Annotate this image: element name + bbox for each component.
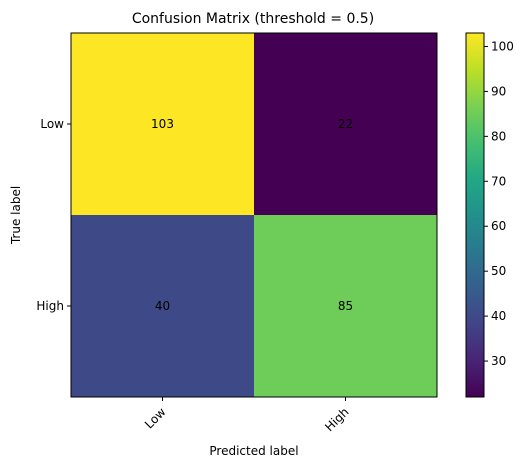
- colorbar-tick-label: 30: [491, 354, 506, 368]
- colorbar-tick-label: 60: [491, 219, 506, 233]
- colorbar-tick-label: 50: [491, 264, 506, 278]
- cell-value-label: 103: [151, 117, 174, 131]
- colorbar-ticks: 30 40 50 60 70 80 90 100: [484, 39, 514, 368]
- heatmap-cell-1-1: [254, 215, 438, 398]
- cell-value-label: 22: [338, 117, 353, 131]
- x-axis-label: Predicted label: [209, 444, 298, 458]
- plot-frame: [70, 32, 438, 398]
- colorbar-tick-label: 80: [491, 129, 506, 143]
- cell-value-label: 85: [338, 299, 353, 313]
- heatmap-cell-labels: 103 22 40 85: [151, 117, 353, 313]
- y-axis-label: True label: [9, 186, 23, 245]
- y-tick-label: Low: [40, 117, 64, 131]
- heatmap-cell-1-0: [71, 215, 255, 398]
- colorbar-frame: [465, 32, 485, 398]
- x-tick-label: Low: [142, 405, 169, 432]
- colorbar-tick-label: 40: [491, 309, 506, 323]
- y-axis-ticks: Low High: [36, 117, 71, 313]
- colorbar: [466, 33, 484, 397]
- colorbar-tick-label: 90: [491, 84, 506, 98]
- colorbar-tick-label: 70: [491, 174, 506, 188]
- cell-value-label: 40: [155, 299, 170, 313]
- colorbar-tick-label: 100: [491, 39, 514, 53]
- chart-title: Confusion Matrix (threshold = 0.5): [132, 11, 374, 27]
- heatmap-cell-0-1: [254, 33, 438, 216]
- heatmap-cell-0-0: [71, 33, 255, 216]
- x-tick-label: High: [322, 405, 351, 434]
- x-axis-ticks: Low High: [142, 397, 352, 434]
- y-tick-label: High: [36, 299, 64, 313]
- heatmap-cells: [71, 33, 438, 398]
